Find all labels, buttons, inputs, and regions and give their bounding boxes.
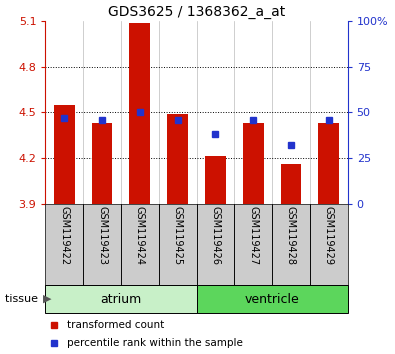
Bar	[45, 285, 197, 313]
Text: GSM119426: GSM119426	[211, 206, 220, 265]
Bar	[310, 204, 348, 285]
Bar	[272, 204, 310, 285]
Bar	[130, 23, 150, 204]
Bar	[167, 114, 188, 204]
Text: GSM119422: GSM119422	[59, 206, 69, 265]
Text: percentile rank within the sample: percentile rank within the sample	[67, 338, 243, 348]
Bar	[83, 204, 121, 285]
Bar	[159, 204, 197, 285]
Bar	[45, 204, 83, 285]
Bar	[197, 285, 348, 313]
Bar	[197, 204, 234, 285]
Text: ventricle: ventricle	[245, 293, 299, 306]
Bar	[92, 123, 113, 204]
Text: tissue: tissue	[5, 294, 41, 304]
Text: GSM119427: GSM119427	[248, 206, 258, 265]
Bar	[54, 105, 75, 204]
Text: transformed count: transformed count	[67, 320, 164, 330]
Text: ▶: ▶	[43, 294, 52, 304]
Title: GDS3625 / 1368362_a_at: GDS3625 / 1368362_a_at	[108, 5, 285, 19]
Bar	[280, 164, 301, 204]
Text: GSM119428: GSM119428	[286, 206, 296, 265]
Bar	[318, 123, 339, 204]
Bar	[205, 156, 226, 204]
Text: atrium: atrium	[100, 293, 141, 306]
Bar	[243, 123, 263, 204]
Bar	[234, 204, 272, 285]
Text: GSM119429: GSM119429	[324, 206, 334, 265]
Bar	[121, 204, 159, 285]
Text: GSM119425: GSM119425	[173, 206, 182, 265]
Text: GSM119423: GSM119423	[97, 206, 107, 265]
Text: GSM119424: GSM119424	[135, 206, 145, 265]
